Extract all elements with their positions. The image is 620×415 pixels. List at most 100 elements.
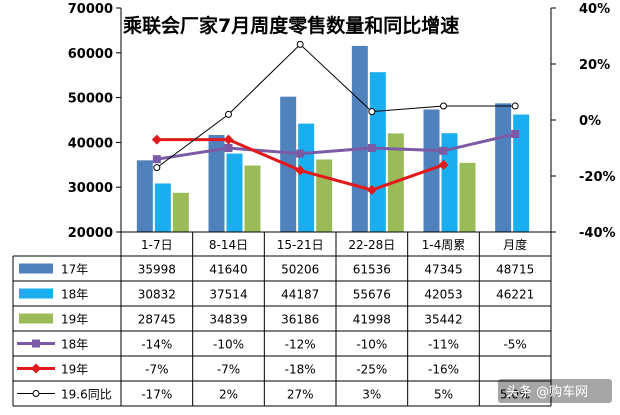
data-label: 44187	[281, 288, 319, 302]
data-label: 41998	[353, 313, 391, 327]
legend-marker-3	[32, 339, 40, 348]
y-tick-label: 60000	[68, 47, 113, 62]
data-label: -18%	[285, 363, 316, 377]
bar-0-4	[423, 109, 440, 232]
y2-tick-label: -40%	[579, 226, 616, 241]
data-label: 36186	[281, 313, 319, 327]
chart-title: 乘联会厂家7月周度零售数量和同比增速	[122, 14, 459, 37]
legend-label: 19年	[61, 363, 88, 377]
data-label: 27%	[287, 388, 314, 402]
data-label: 46221	[496, 288, 534, 302]
data-label: -16%	[428, 363, 459, 377]
marker-5-4	[440, 102, 447, 110]
y2-tick-label: 40%	[579, 2, 610, 17]
marker-4-1	[223, 134, 234, 145]
data-label: 30832	[138, 288, 176, 302]
marker-5-5	[511, 102, 519, 110]
bar-1-4	[441, 133, 458, 232]
data-label: -25%	[356, 363, 387, 377]
data-label: -10%	[213, 338, 244, 352]
legend-marker-4	[31, 363, 41, 374]
data-label: 34839	[209, 313, 247, 327]
data-label: 5%	[434, 388, 453, 402]
data-label: -11%	[428, 338, 459, 352]
data-label: 55676	[353, 288, 391, 302]
data-label: -7%	[217, 363, 240, 377]
line-series-5	[156, 43, 516, 169]
category-label: 月度	[503, 237, 527, 252]
data-label: 3%	[362, 388, 381, 402]
watermark-text: 头条 @购车网	[506, 384, 588, 400]
y2-tick-label: 0%	[579, 114, 601, 129]
bar-0-1	[208, 135, 225, 232]
marker-3-5	[511, 130, 520, 138]
data-label: 50206	[281, 263, 319, 277]
data-label: -12%	[285, 338, 316, 352]
data-label: 61536	[353, 263, 391, 277]
legend-label: 18年	[61, 338, 88, 352]
bar-2-1	[244, 165, 261, 232]
data-label: 37514	[209, 288, 247, 302]
marker-5-1	[225, 110, 232, 118]
legend-marker-5	[32, 390, 40, 397]
category-label: 22-28日	[348, 238, 395, 252]
data-label: 48715	[496, 263, 534, 277]
line-series-3	[156, 132, 516, 161]
y2-tick-label: -20%	[579, 170, 616, 185]
bar-2-2	[316, 159, 333, 232]
data-label: -14%	[141, 338, 172, 352]
legend-label: 18年	[61, 288, 88, 302]
legend-key-1	[19, 288, 53, 299]
marker-5-2	[296, 40, 304, 48]
data-label: 2%	[219, 388, 238, 402]
y-tick-label: 30000	[68, 181, 113, 196]
data-label: 35998	[138, 263, 176, 277]
data-label: -7%	[145, 363, 168, 377]
data-label: 47345	[424, 263, 462, 277]
bar-0-0	[136, 160, 153, 232]
marker-3-3	[367, 144, 376, 152]
legend-label: 19.6同比	[61, 388, 112, 402]
axes: 70000 60000 50000 40000 30000 20000 40% 20% 0% -2…	[68, 2, 616, 241]
bar-1-3	[369, 72, 386, 233]
marker-3-2	[296, 149, 305, 158]
legend-key-0	[19, 263, 53, 274]
bar-1-0	[154, 183, 171, 232]
bar-2-4	[459, 162, 476, 232]
legend-key-2	[19, 313, 53, 324]
data-table: 1-7日 8-14日 15-21日 22-28日 1-4周累 月度 17年 35998 4164…	[12, 231, 552, 407]
bar-1-5	[513, 114, 530, 232]
marker-5-0	[153, 164, 161, 172]
marker-5-3	[368, 108, 376, 116]
legend-label: 17年	[61, 263, 88, 277]
category-label: 15-21日	[277, 238, 324, 252]
line-series	[151, 40, 520, 195]
data-label: -5%	[503, 338, 526, 352]
marker-4-2	[295, 165, 306, 176]
watermark: 头条 @购车网	[498, 379, 612, 403]
legend-label: 19年	[61, 313, 88, 327]
y2-tick-label: 20%	[579, 58, 610, 73]
marker-3-0	[152, 155, 161, 164]
watermark-background	[498, 379, 612, 403]
data-label: 28745	[138, 313, 176, 327]
bar-2-0	[172, 192, 189, 232]
bar-1-1	[226, 153, 243, 232]
data-label: -10%	[356, 338, 387, 352]
y-tick-label: 50000	[68, 92, 113, 107]
y-tick-label: 20000	[68, 226, 113, 241]
data-label: -17%	[141, 388, 172, 402]
category-label: 1-4周累	[422, 238, 466, 252]
marker-3-4	[439, 146, 448, 155]
category-label: 8-14日	[209, 238, 248, 252]
y-tick-label: 70000	[68, 2, 113, 17]
data-label: 35442	[424, 313, 462, 327]
bar-0-3	[351, 45, 368, 233]
marker-3-1	[224, 144, 233, 152]
bar-0-5	[495, 103, 512, 232]
marker-4-0	[151, 134, 162, 145]
data-label: 42053	[424, 288, 462, 302]
marker-4-4	[438, 159, 449, 170]
marker-4-3	[366, 185, 377, 195]
